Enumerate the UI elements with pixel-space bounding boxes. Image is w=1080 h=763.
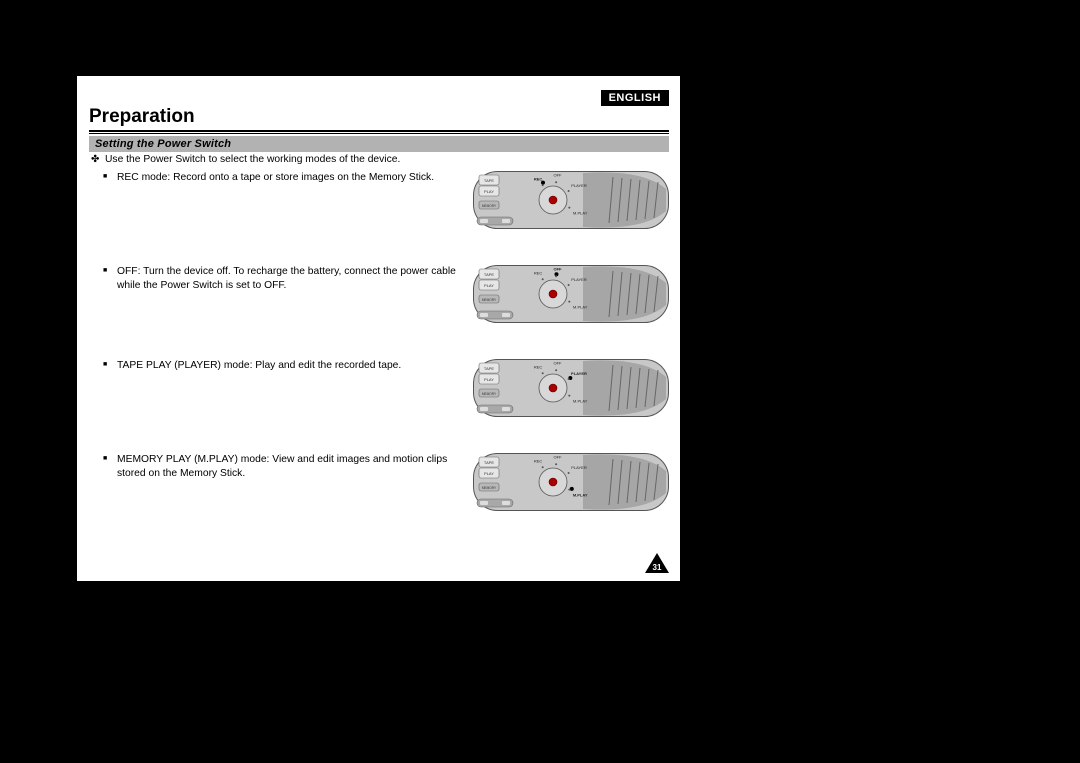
page-title: Preparation: [89, 106, 195, 128]
svg-text:PLAY: PLAY: [484, 377, 494, 382]
svg-text:MEMORY: MEMORY: [482, 298, 497, 302]
svg-text:PLAYER: PLAYER: [571, 183, 587, 188]
svg-text:OFF: OFF: [554, 266, 563, 271]
heading-rule: [89, 130, 669, 134]
power-switch-diagram: TAPE PLAY MEMORY REC OFF PLAYER M.PLAY: [473, 265, 669, 323]
svg-text:M.PLAY: M.PLAY: [573, 305, 588, 310]
svg-text:REC: REC: [534, 459, 543, 464]
svg-text:MEMORY: MEMORY: [482, 392, 497, 396]
svg-text:M.PLAY: M.PLAY: [573, 493, 588, 498]
mode-row: TAPE PLAY (PLAYER) mode: Play and edit t…: [89, 359, 669, 417]
svg-text:TAPE: TAPE: [484, 178, 494, 183]
svg-text:PLAYER: PLAYER: [571, 277, 587, 282]
mode-row: MEMORY PLAY (M.PLAY) mode: View and edit…: [89, 453, 669, 511]
mode-row: REC mode: Record onto a tape or store im…: [89, 171, 669, 229]
svg-text:TAPE: TAPE: [484, 272, 494, 277]
mode-description: TAPE PLAY (PLAYER) mode: Play and edit t…: [117, 359, 457, 373]
svg-text:REC: REC: [534, 177, 543, 182]
svg-text:PLAY: PLAY: [484, 283, 494, 288]
svg-text:PLAYER: PLAYER: [571, 465, 587, 470]
svg-text:TAPE: TAPE: [484, 366, 494, 371]
svg-text:PLAY: PLAY: [484, 189, 494, 194]
svg-text:OFF: OFF: [554, 454, 563, 459]
manual-page: ENGLISH Preparation Setting the Power Sw…: [77, 76, 680, 581]
svg-text:OFF: OFF: [554, 172, 563, 177]
svg-text:OFF: OFF: [554, 360, 563, 365]
mode-row: OFF: Turn the device off. To recharge th…: [89, 265, 669, 323]
page-number: 31: [645, 563, 669, 572]
mode-description: MEMORY PLAY (M.PLAY) mode: View and edit…: [117, 453, 457, 481]
svg-text:REC: REC: [534, 271, 543, 276]
svg-text:M.PLAY: M.PLAY: [573, 399, 588, 404]
svg-text:MEMORY: MEMORY: [482, 204, 497, 208]
page-number-marker: 31: [645, 549, 669, 573]
svg-text:MEMORY: MEMORY: [482, 486, 497, 490]
power-switch-diagram: TAPE PLAY MEMORY REC OFF PLAYER M.PLAY: [473, 171, 669, 229]
svg-text:M.PLAY: M.PLAY: [573, 211, 588, 216]
section-title-bar: Setting the Power Switch: [89, 136, 669, 152]
svg-text:PLAYER: PLAYER: [571, 371, 587, 376]
svg-text:TAPE: TAPE: [484, 460, 494, 465]
body-content: Use the Power Switch to select the worki…: [89, 153, 669, 547]
svg-text:PLAY: PLAY: [484, 471, 494, 476]
lead-paragraph: Use the Power Switch to select the worki…: [89, 153, 669, 167]
language-badge: ENGLISH: [601, 90, 669, 106]
mode-description: REC mode: Record onto a tape or store im…: [117, 171, 457, 185]
mode-description: OFF: Turn the device off. To recharge th…: [117, 265, 457, 293]
power-switch-diagram: TAPE PLAY MEMORY REC OFF PLAYER M.PLAY: [473, 359, 669, 417]
svg-text:REC: REC: [534, 365, 543, 370]
power-switch-diagram: TAPE PLAY MEMORY REC OFF PLAYER M.PLAY: [473, 453, 669, 511]
